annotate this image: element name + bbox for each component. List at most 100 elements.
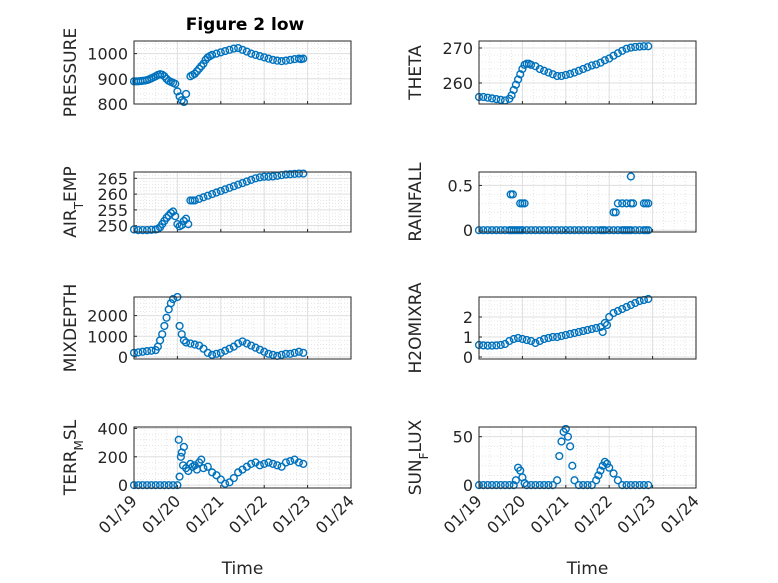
data-point bbox=[273, 461, 282, 470]
data-point bbox=[242, 47, 251, 56]
data-point bbox=[160, 481, 169, 490]
data-point bbox=[587, 226, 596, 235]
data-point bbox=[639, 42, 649, 51]
y-tick-label: 0 bbox=[463, 348, 473, 367]
data-point bbox=[570, 226, 579, 235]
data-point bbox=[238, 45, 247, 54]
data-point bbox=[260, 347, 269, 356]
data-point bbox=[238, 178, 247, 188]
data-point bbox=[251, 343, 260, 352]
data-point bbox=[496, 340, 505, 350]
data-point bbox=[268, 459, 277, 468]
data-point bbox=[173, 220, 182, 229]
data-point bbox=[281, 349, 291, 358]
data-point bbox=[579, 326, 588, 336]
data-point bbox=[162, 313, 171, 322]
data-point bbox=[518, 334, 527, 344]
data-point bbox=[479, 92, 488, 102]
data-point bbox=[225, 344, 234, 353]
subplot-rainfall: 0 0.5 RAINFALL bbox=[406, 162, 697, 242]
data-point bbox=[605, 463, 614, 472]
data-point bbox=[618, 199, 627, 208]
data-point bbox=[635, 296, 644, 306]
data-point bbox=[190, 340, 199, 349]
data-point bbox=[184, 466, 193, 476]
data-point bbox=[592, 323, 601, 333]
data-point bbox=[255, 173, 264, 182]
data-point bbox=[234, 339, 243, 348]
data-point bbox=[609, 226, 618, 235]
y-axis-label: SUNFLUX bbox=[406, 419, 431, 495]
data-point bbox=[286, 456, 295, 466]
data-point bbox=[212, 49, 221, 58]
data-point bbox=[509, 334, 518, 344]
data-point bbox=[557, 226, 566, 235]
data-point bbox=[181, 89, 191, 99]
data-point bbox=[531, 338, 540, 348]
data-point bbox=[242, 339, 251, 348]
data-point bbox=[225, 183, 234, 192]
data-point bbox=[496, 95, 505, 104]
data-point bbox=[544, 68, 553, 77]
data-point bbox=[162, 213, 171, 222]
data-point bbox=[587, 324, 596, 334]
y-tick-label: 800 bbox=[97, 95, 128, 114]
data-point bbox=[251, 50, 260, 59]
y-tick-label: 0 bbox=[463, 476, 473, 495]
data-point bbox=[522, 226, 531, 235]
data-point bbox=[483, 341, 492, 350]
data-point bbox=[268, 350, 277, 359]
data-point bbox=[147, 481, 156, 490]
y-tick-label: 250 bbox=[97, 217, 128, 236]
y-axis-label: RAINFALL bbox=[406, 162, 426, 242]
data-point bbox=[507, 91, 516, 100]
data-point bbox=[212, 349, 221, 358]
data-point bbox=[134, 481, 143, 490]
y-tick-label: 260 bbox=[442, 74, 473, 93]
data-point bbox=[526, 336, 536, 346]
data-point bbox=[197, 455, 206, 464]
data-point bbox=[294, 458, 304, 467]
data-point bbox=[613, 199, 622, 208]
data-point bbox=[487, 226, 497, 235]
data-point bbox=[561, 226, 570, 235]
data-point bbox=[229, 44, 238, 53]
data-point bbox=[168, 481, 178, 490]
data-point bbox=[626, 226, 636, 235]
data-point bbox=[221, 46, 230, 56]
data-point bbox=[561, 70, 570, 80]
data-point bbox=[492, 94, 501, 104]
data-point bbox=[570, 68, 579, 77]
y-tick-label: 2 bbox=[463, 308, 473, 327]
data-point bbox=[199, 344, 208, 353]
data-point bbox=[225, 45, 234, 54]
data-point bbox=[539, 334, 549, 344]
data-point bbox=[535, 336, 544, 346]
data-point bbox=[511, 80, 520, 89]
data-point bbox=[522, 335, 531, 345]
data-point bbox=[171, 212, 180, 221]
data-point bbox=[229, 473, 238, 483]
figure-title: Figure 2 low bbox=[186, 15, 305, 35]
data-point bbox=[138, 226, 147, 235]
y-axis-label: PRESSURE bbox=[61, 28, 81, 117]
y-axis-label: AIRTEMP bbox=[61, 166, 86, 237]
data-point bbox=[622, 44, 631, 53]
y-tick-label: 1000 bbox=[87, 45, 128, 64]
data-point bbox=[174, 435, 183, 444]
axes-box bbox=[478, 171, 697, 233]
data-point bbox=[594, 471, 603, 480]
data-point bbox=[644, 199, 653, 208]
data-point bbox=[487, 341, 497, 350]
data-point bbox=[587, 61, 596, 70]
data-point bbox=[160, 321, 169, 331]
data-point bbox=[221, 185, 230, 194]
data-point bbox=[212, 471, 221, 480]
data-point bbox=[251, 174, 260, 183]
y-tick-label: 265 bbox=[97, 169, 128, 188]
data-point bbox=[579, 226, 588, 235]
data-point bbox=[644, 294, 653, 304]
data-point bbox=[631, 298, 640, 308]
data-point bbox=[184, 220, 193, 229]
data-point bbox=[134, 348, 143, 357]
